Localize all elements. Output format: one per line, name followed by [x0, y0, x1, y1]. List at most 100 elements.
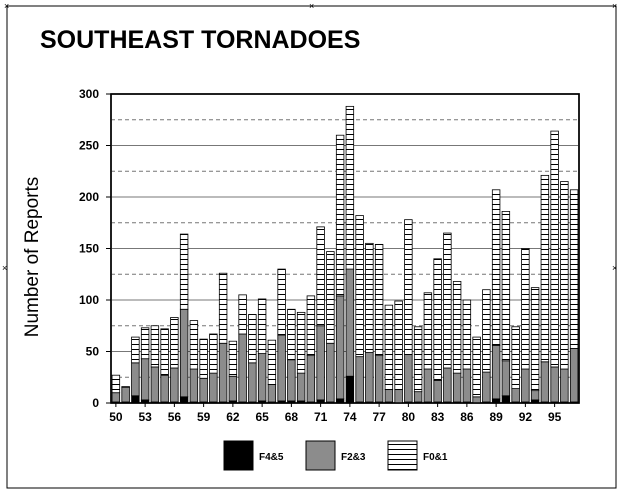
y-tick-label: 250 — [79, 139, 99, 153]
y-tick-label: 0 — [92, 396, 99, 410]
bar-f0-1-1992 — [521, 248, 530, 370]
y-tick-label: 150 — [79, 242, 99, 256]
bar-f0-1-1990 — [501, 211, 511, 362]
x-tick-label: 65 — [255, 410, 269, 424]
handle-right-middle: × — [612, 263, 617, 273]
x-tick-label: 56 — [168, 410, 182, 424]
bar-f0-1-1971 — [316, 226, 325, 327]
bar-f2-3-1975 — [355, 356, 364, 403]
bar-f2-3-1982 — [423, 368, 433, 403]
handle-top-right: × — [612, 1, 617, 11]
bar-f2-3-1969 — [296, 372, 306, 402]
bar-f0-1-1983 — [433, 258, 442, 381]
handle-top-left: × — [4, 1, 9, 11]
bar-f2-3-1964 — [248, 362, 257, 403]
bar-f2-3-1976 — [365, 352, 374, 403]
x-tick-label: 95 — [548, 410, 562, 424]
handle-top-middle: × — [309, 1, 314, 11]
bar-f0-1-1958 — [189, 320, 199, 370]
legend-swatch-1 — [305, 440, 336, 471]
chart-title: SOUTHEAST TORNADOES — [40, 26, 360, 54]
bar-f2-3-1993 — [530, 390, 540, 401]
x-tick-label: 62 — [226, 410, 240, 424]
y-tick-label: 50 — [86, 345, 100, 359]
x-tick-label: 74 — [343, 410, 357, 424]
bar-f0-1-1985 — [452, 281, 462, 374]
bar-f2-3-1990 — [501, 360, 511, 397]
bar-f0-1-1984 — [443, 232, 452, 369]
bar-f0-1-1982 — [423, 292, 433, 370]
bar-f2-3-1987 — [472, 396, 481, 404]
bar-f0-1-1974 — [345, 105, 355, 270]
bar-f2-3-1961 — [218, 342, 228, 403]
bar-f2-3-1956 — [170, 367, 179, 403]
bar-f0-1-1962 — [228, 340, 238, 377]
bar-f0-1-1961 — [218, 272, 228, 344]
bar-f2-3-1977 — [374, 355, 384, 403]
bar-f0-1-1986 — [462, 299, 472, 370]
bar-f0-1-1968 — [287, 308, 296, 361]
bar-f2-3-1958 — [189, 368, 199, 403]
bar-f0-1-1973 — [335, 134, 345, 297]
bar-f0-1-1964 — [248, 314, 257, 364]
x-tick-label: 80 — [402, 410, 416, 424]
bar-f2-3-1984 — [443, 367, 452, 403]
bar-f2-3-1973 — [335, 295, 345, 400]
x-tick-label: 68 — [285, 410, 299, 424]
y-tick-label: 100 — [79, 293, 99, 307]
bar-f0-1-1988 — [482, 289, 491, 373]
bar-f2-3-1954 — [150, 366, 160, 403]
bar-f4-5-1952 — [131, 395, 140, 404]
bar-f0-1-1993 — [530, 287, 540, 392]
legend-label-0: F4&5 — [259, 452, 284, 463]
bar-f0-1-1950 — [111, 374, 121, 394]
bar-f2-3-1996 — [560, 368, 569, 403]
resize-handles: × × × × × — [2, 1, 617, 273]
bar-f2-3-1965 — [257, 353, 267, 402]
bar-f0-1-1970 — [306, 295, 316, 357]
bar-f0-1-1951 — [121, 386, 130, 388]
bar-f2-3-1962 — [228, 375, 238, 402]
x-tick-label: 86 — [460, 410, 474, 424]
bar-f2-3-1978 — [384, 389, 394, 403]
x-tick-label: 53 — [138, 410, 152, 424]
bar-f0-1-1989 — [491, 189, 501, 346]
bar-f0-1-1995 — [550, 130, 559, 368]
bar-f0-1-1996 — [560, 181, 569, 370]
bar-f0-1-1987 — [472, 336, 481, 398]
bar-f2-3-1983 — [433, 379, 442, 403]
x-tick-label: 83 — [431, 410, 445, 424]
bar-f2-3-1960 — [209, 372, 218, 403]
bar-f0-1-1977 — [374, 243, 384, 357]
bar-f0-1-1956 — [170, 317, 179, 369]
bar-f2-3-1953 — [140, 358, 150, 401]
bar-f4-5-1990 — [501, 395, 511, 404]
bar-f2-3-1968 — [287, 359, 296, 402]
bar-f0-1-1954 — [150, 325, 160, 368]
bar-f2-3-1959 — [199, 377, 208, 403]
bar-f0-1-1969 — [296, 311, 306, 374]
bar-f0-1-1991 — [511, 326, 520, 389]
legend-label-1: F2&3 — [341, 452, 366, 463]
bar-f2-3-1989 — [491, 344, 501, 400]
legend-label-2: F0&1 — [423, 452, 448, 463]
y-tick-label: 200 — [79, 190, 99, 204]
bar-f2-3-1992 — [521, 368, 530, 403]
bar-f0-1-1976 — [365, 242, 374, 353]
bar-f2-3-1995 — [550, 366, 559, 403]
bar-f0-1-1967 — [277, 268, 286, 336]
bar-f0-1-1994 — [540, 174, 550, 363]
bar-f0-1-1963 — [238, 294, 247, 335]
plot-area — [110, 93, 580, 404]
bar-f0-1-1981 — [413, 326, 423, 393]
bar-f4-5-1974 — [345, 375, 355, 404]
bar-f2-3-1979 — [394, 389, 403, 404]
bar-f2-3-1991 — [511, 388, 520, 403]
x-tick-label: 77 — [372, 410, 386, 424]
bar-f2-3-1981 — [413, 391, 423, 403]
bar-f2-3-1997 — [569, 348, 579, 403]
x-tick-label: 92 — [519, 410, 533, 424]
x-axis: 50 53 56 59 62 65 68 71 74 77 80 83 86 89 92 95 — [109, 403, 562, 424]
